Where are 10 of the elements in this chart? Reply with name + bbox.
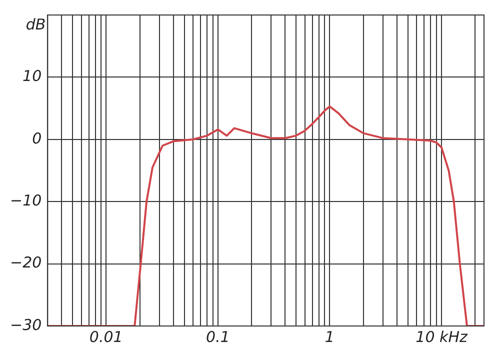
y-tick-label: −10: [10, 191, 42, 210]
y-tick-label: −30: [10, 316, 42, 334]
x-tick-label: 0.1: [206, 328, 230, 346]
y-tick-label: −20: [10, 254, 42, 272]
y-tick-label: 10: [22, 67, 42, 86]
y-axis-title: dB: [26, 15, 46, 34]
x-tick-label: 0.01: [89, 328, 123, 346]
y-tick-label: 0: [32, 129, 42, 148]
x-tick-label: 10 kHz: [416, 328, 468, 346]
x-tick-label: 1: [324, 328, 334, 346]
